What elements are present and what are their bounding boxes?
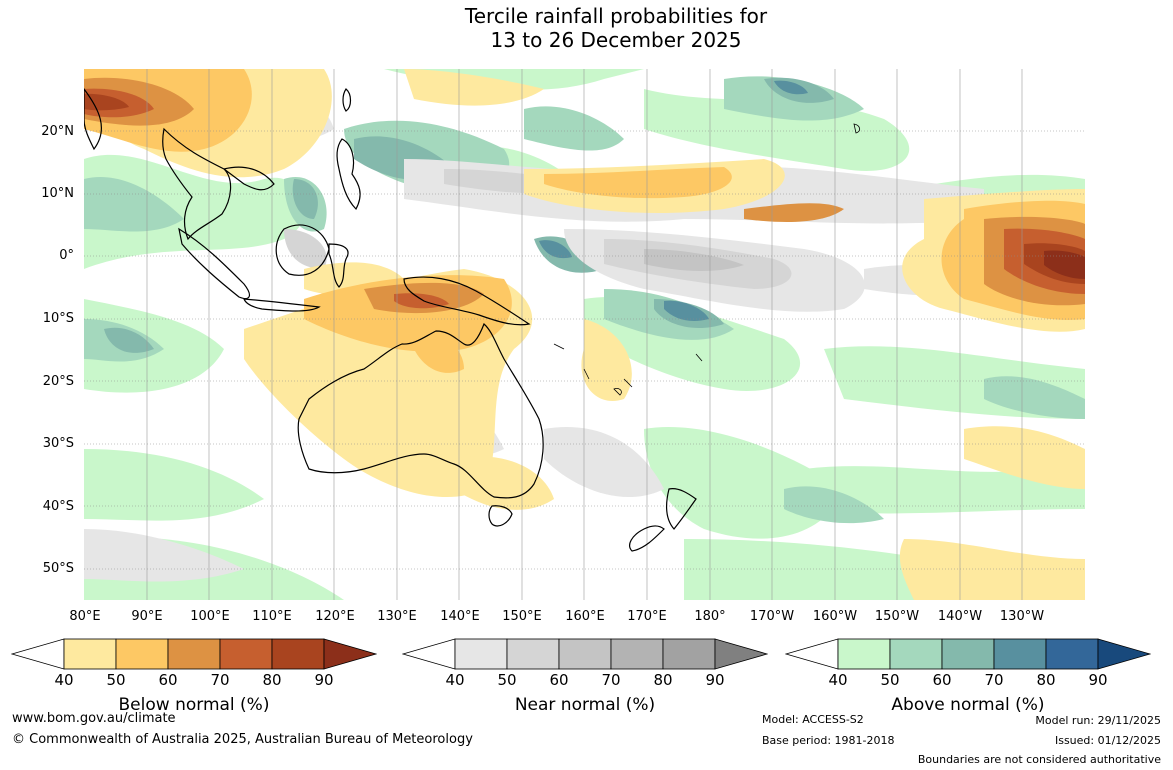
title-line-2: 13 to 26 December 2025 bbox=[490, 28, 742, 52]
lon-gridlines bbox=[146, 69, 1023, 600]
above-swatch-6 bbox=[1097, 638, 1151, 670]
near-tick-50: 50 bbox=[497, 671, 517, 689]
lat-label-40s: 40°S bbox=[42, 499, 74, 514]
above-swatch-2 bbox=[889, 638, 943, 670]
borneo-coastline bbox=[275, 224, 330, 276]
above-tick-40: 40 bbox=[828, 671, 848, 689]
near-tick-40: 40 bbox=[445, 671, 465, 689]
lat-gridlines bbox=[84, 130, 1085, 570]
below-normal-90-regions bbox=[1044, 250, 1085, 279]
near-swatch-3 bbox=[558, 638, 612, 670]
model-text: Model: ACCESS-S2 bbox=[762, 713, 864, 726]
below-tick-40: 40 bbox=[54, 671, 74, 689]
coastlines bbox=[84, 87, 697, 552]
lat-label-20s: 20°S bbox=[42, 374, 74, 389]
above-tick-80: 80 bbox=[1036, 671, 1056, 689]
lat-label-50s: 50°S bbox=[42, 561, 74, 576]
above-swatch-0 bbox=[785, 638, 839, 670]
model-run-text: Model run: 29/11/2025 bbox=[1035, 714, 1161, 727]
india-coastline bbox=[84, 87, 103, 151]
lon-label-160e: 160°E bbox=[565, 609, 605, 624]
title-line-1: Tercile rainfall probabilities for bbox=[464, 4, 768, 28]
sulawesi-coastline bbox=[328, 243, 349, 288]
philippines-coastline bbox=[336, 138, 361, 210]
near-swatch-6 bbox=[714, 638, 768, 670]
lon-label-130e: 130°E bbox=[377, 609, 417, 624]
above-swatch-1 bbox=[837, 638, 891, 670]
above-swatch-5 bbox=[1045, 638, 1099, 670]
above-tick-90: 90 bbox=[1088, 671, 1108, 689]
lon-label-130w: 130°W bbox=[999, 609, 1045, 624]
lon-label-120e: 120°E bbox=[315, 609, 355, 624]
below-tick-60: 60 bbox=[158, 671, 178, 689]
tasmania-coastline bbox=[488, 505, 513, 527]
lon-label-100e: 100°E bbox=[190, 609, 230, 624]
above-tick-60: 60 bbox=[932, 671, 952, 689]
below-swatch-4 bbox=[219, 638, 273, 670]
above-tick-70: 70 bbox=[984, 671, 1004, 689]
disclaimer-text: Boundaries are not considered authoritat… bbox=[917, 753, 1161, 766]
lon-label-170w: 170°W bbox=[749, 609, 795, 624]
website-link[interactable]: www.bom.gov.au/climate bbox=[12, 711, 176, 726]
near-swatch-2 bbox=[506, 638, 560, 670]
below-normal-label: Below normal (%) bbox=[118, 695, 270, 715]
near-swatch-5 bbox=[662, 638, 716, 670]
below-tick-50: 50 bbox=[106, 671, 126, 689]
taiwan-coastline bbox=[342, 88, 352, 112]
below-swatch-0 bbox=[11, 638, 65, 670]
rainfall-probability-map bbox=[84, 69, 1085, 600]
below-swatch-6 bbox=[323, 638, 377, 670]
new-guinea-coastline bbox=[403, 276, 531, 326]
above-normal-label: Above normal (%) bbox=[891, 695, 1045, 715]
lon-label-110e: 110°E bbox=[252, 609, 292, 624]
near-normal-label: Near normal (%) bbox=[514, 695, 656, 715]
below-swatch-3 bbox=[167, 638, 221, 670]
chart-title: Tercile rainfall probabilities for 13 to… bbox=[0, 4, 1173, 52]
near-tick-90: 90 bbox=[705, 671, 725, 689]
issued-text: Issued: 01/12/2025 bbox=[1054, 734, 1161, 747]
lon-label-140e: 140°E bbox=[440, 609, 480, 624]
lat-label-10n: 10°N bbox=[41, 186, 74, 201]
above-swatch-4 bbox=[993, 638, 1047, 670]
base-period-text: Base period: 1981-2018 bbox=[762, 734, 895, 747]
near-swatch-4 bbox=[610, 638, 664, 670]
lon-label-90e: 90°E bbox=[131, 609, 163, 624]
se-asia-coastline bbox=[162, 127, 275, 241]
new-zealand-coastline bbox=[629, 488, 697, 552]
below-normal-colorbar bbox=[11, 638, 377, 670]
above-swatch-3 bbox=[941, 638, 995, 670]
lat-label-equator: 0° bbox=[59, 248, 74, 263]
lat-label-30s: 30°S bbox=[42, 436, 74, 451]
near-normal-colorbar bbox=[402, 638, 768, 670]
near-tick-70: 70 bbox=[601, 671, 621, 689]
lon-label-180: 180° bbox=[694, 609, 726, 624]
lat-label-10s: 10°S bbox=[42, 311, 74, 326]
above-normal-colorbar bbox=[785, 638, 1151, 670]
below-tick-70: 70 bbox=[210, 671, 230, 689]
near-tick-60: 60 bbox=[549, 671, 569, 689]
sumatra-coastline bbox=[178, 227, 251, 300]
below-tick-90: 90 bbox=[314, 671, 334, 689]
lon-label-80e: 80°E bbox=[69, 609, 101, 624]
above-normal-70-80-regions bbox=[539, 80, 808, 321]
near-swatch-0 bbox=[402, 638, 456, 670]
near-tick-80: 80 bbox=[653, 671, 673, 689]
lon-label-150w: 150°W bbox=[874, 609, 920, 624]
lat-label-20n: 20°N bbox=[41, 124, 74, 139]
near-swatch-1 bbox=[454, 638, 508, 670]
lon-label-170e: 170°E bbox=[627, 609, 667, 624]
near-normal-60-70-regions bbox=[644, 249, 744, 272]
above-tick-50: 50 bbox=[880, 671, 900, 689]
below-tick-80: 80 bbox=[262, 671, 282, 689]
lon-label-160w: 160°W bbox=[812, 609, 858, 624]
pacific-islands bbox=[553, 123, 860, 396]
java-coastline bbox=[243, 298, 321, 312]
lon-label-150e: 150°E bbox=[502, 609, 542, 624]
below-swatch-5 bbox=[271, 638, 325, 670]
below-swatch-2 bbox=[115, 638, 169, 670]
lon-label-140w: 140°W bbox=[937, 609, 983, 624]
australia-coastline bbox=[297, 322, 544, 499]
copyright-text: © Commonwealth of Australia 2025, Austra… bbox=[12, 732, 473, 747]
below-swatch-1 bbox=[63, 638, 117, 670]
